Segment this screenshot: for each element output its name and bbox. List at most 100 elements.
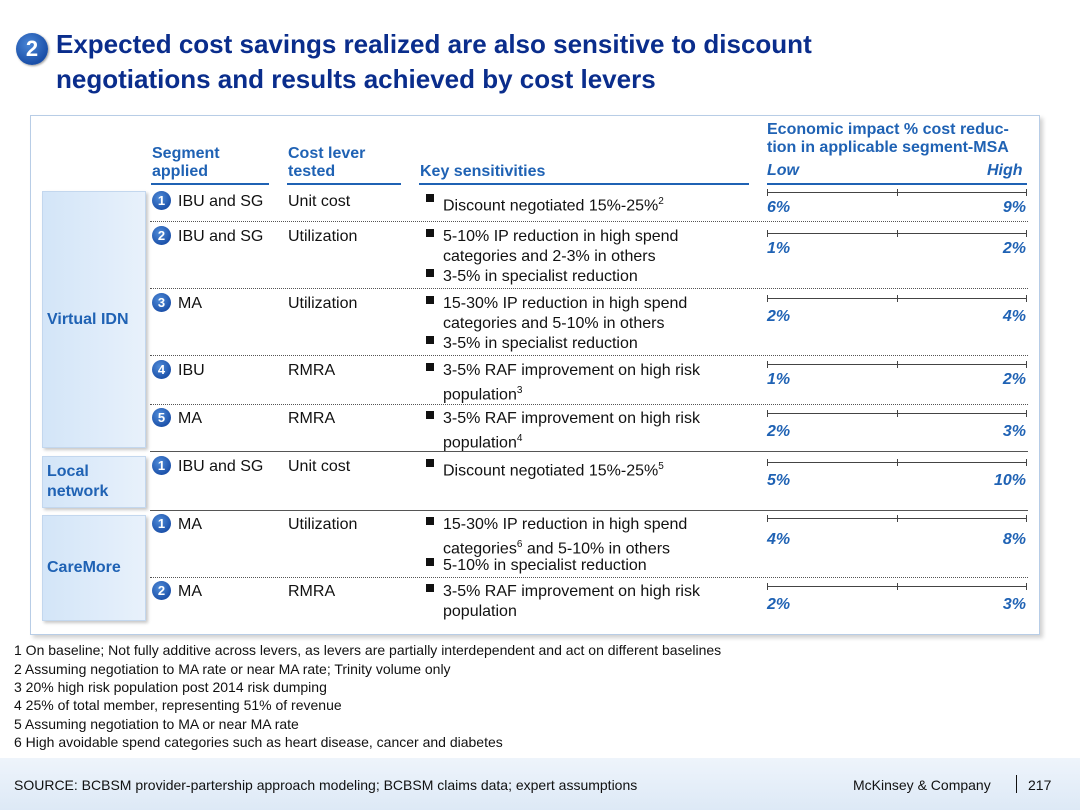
cost-lever-cell: Unit cost [288, 193, 351, 210]
bullet-marker [426, 584, 434, 592]
footnote-1: 1 On baseline; Not fully additive across… [14, 642, 722, 658]
impact-low-value: 1% [767, 371, 791, 388]
bullet-marker [426, 459, 434, 467]
header-key-sensitivities: Key sensitivities [420, 163, 546, 180]
header-economic-impact: Economic impact % cost reduc-tion in app… [767, 121, 1009, 156]
title-number-badge: 2 [16, 33, 48, 65]
impact-high-value: 2% [1002, 240, 1026, 257]
scale-tick [767, 189, 768, 196]
footnote-4: 4 25% of total member, representing 51% … [14, 697, 342, 713]
row-separator [150, 577, 1028, 578]
row-number-badge: 2 [152, 226, 171, 245]
scale-tick [767, 361, 768, 368]
bullet-marker [426, 336, 434, 344]
sensitivity-text: 3-5% in specialist reduction [443, 268, 638, 285]
scale-tick [897, 361, 898, 368]
segment-cell: IBU and SG [178, 193, 264, 210]
impact-high-value: 3% [1002, 423, 1026, 440]
sensitivity-text: 15-30% IP reduction in high spend categor… [443, 295, 688, 332]
scale-tick [1026, 515, 1027, 522]
footer-bar [0, 758, 1080, 810]
row-number-badge: 2 [152, 581, 171, 600]
scale-tick [1026, 189, 1027, 196]
scale-tick [1026, 459, 1027, 466]
scale-tick [1026, 410, 1027, 417]
cost-lever-cell: Utilization [288, 228, 358, 245]
scale-tick [897, 189, 898, 196]
page-number: 217 [1028, 777, 1052, 793]
source-note: SOURCE: BCBSM provider-partership approa… [14, 777, 638, 793]
group-caremore: CareMore [42, 515, 146, 621]
footnote-5: 5 Assuming negotiation to MA or near MA … [14, 716, 299, 732]
segment-cell: MA [178, 410, 202, 427]
scale-tick [897, 583, 898, 590]
row-separator [150, 355, 1028, 356]
bullet-marker [426, 363, 434, 371]
sensitivity-text: 3-5% RAF improvement on high risk populat… [443, 410, 700, 452]
group-virtual-idn: Virtual IDN [42, 191, 146, 448]
header-cost-lever: Cost lever tested [288, 145, 366, 180]
scale-tick [897, 410, 898, 417]
cost-lever-cell: Utilization [288, 295, 358, 312]
row-number-badge: 1 [152, 456, 171, 475]
row-number-badge: 1 [152, 514, 171, 533]
sensitivity-text: 5-10% IP reduction in high spend categori… [443, 228, 679, 265]
sensitivity-text: Discount negotiated 15%-25%5 [443, 461, 664, 480]
group-local-network: Local network [42, 456, 146, 508]
row-separator [150, 404, 1028, 405]
row-number-badge: 1 [152, 191, 171, 210]
impact-high-value: 3% [1002, 596, 1026, 613]
scale-tick [1026, 230, 1027, 237]
scale-tick [897, 515, 898, 522]
page-title-line-2: negotiations and results achieved by cos… [56, 64, 656, 94]
header-high: High [987, 162, 1023, 179]
segment-cell: IBU [178, 362, 205, 379]
row-number-badge: 4 [152, 360, 171, 379]
header-segment-rule [151, 183, 269, 185]
impact-low-value: 2% [767, 423, 791, 440]
header-segment: Segment applied [152, 145, 220, 180]
bullet-marker [426, 194, 434, 202]
header-cost-lever-rule [287, 183, 401, 185]
footnote-3: 3 20% high risk population post 2014 ris… [14, 679, 327, 695]
sensitivity-text: 15-30% IP reduction in high spend categor… [443, 516, 688, 558]
segment-cell: MA [178, 583, 202, 600]
row-separator [150, 221, 1028, 222]
header-low: Low [767, 162, 799, 179]
sensitivity-text: 5-10% in specialist reduction [443, 557, 647, 574]
scale-tick [1026, 361, 1027, 368]
scale-tick [897, 230, 898, 237]
sensitivity-text: 3-5% in specialist reduction [443, 335, 638, 352]
group-separator [150, 510, 1028, 511]
impact-high-value: 8% [1002, 531, 1026, 548]
footnote-6: 6 High avoidable spend categories such a… [14, 734, 503, 750]
group-separator [150, 451, 1028, 452]
segment-cell: MA [178, 295, 202, 312]
impact-high-value: 10% [993, 472, 1026, 489]
footer-divider [1016, 775, 1017, 793]
header-econ-rule [767, 183, 1027, 185]
cost-lever-cell: Unit cost [288, 458, 351, 475]
scale-tick [767, 459, 768, 466]
bullet-marker [426, 517, 434, 525]
scale-tick [767, 410, 768, 417]
bullet-marker [426, 269, 434, 277]
impact-low-value: 5% [767, 472, 791, 489]
header-key-rule [419, 183, 749, 185]
bullet-marker [426, 296, 434, 304]
scale-tick [1026, 583, 1027, 590]
row-separator [150, 288, 1028, 289]
scale-tick [767, 515, 768, 522]
impact-high-value: 9% [1002, 199, 1026, 216]
row-number-badge: 5 [152, 408, 171, 427]
segment-cell: IBU and SG [178, 458, 264, 475]
segment-cell: MA [178, 516, 202, 533]
cost-lever-cell: RMRA [288, 362, 336, 379]
impact-low-value: 4% [767, 531, 791, 548]
scale-tick [767, 230, 768, 237]
scale-tick [767, 583, 768, 590]
impact-low-value: 6% [767, 199, 791, 216]
bullet-marker [426, 558, 434, 566]
scale-tick [767, 295, 768, 302]
sensitivity-text: 3-5% RAF improvement on high risk populat… [443, 583, 700, 620]
